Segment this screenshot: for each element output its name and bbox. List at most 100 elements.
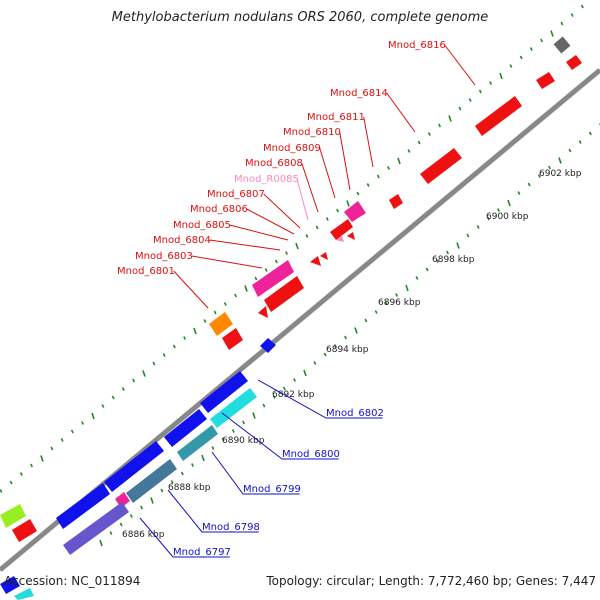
feature-mnod-6806[interactable]	[320, 252, 328, 260]
tick-mark	[448, 115, 452, 122]
label-leader-line	[229, 224, 289, 241]
feature-mnod-6799-steel[interactable]	[126, 459, 177, 503]
inner-tick-track	[99, 123, 600, 547]
reverse-gene-label[interactable]: Mnod_6798	[202, 522, 260, 533]
tick-mark	[99, 539, 103, 547]
reverse-gene-label[interactable]: Mnod_6800	[282, 449, 340, 460]
tick-mark	[425, 267, 429, 272]
tick-mark	[285, 251, 289, 255]
tick-mark	[19, 472, 23, 476]
forward-gene-label[interactable]: Mnod_6806	[190, 204, 248, 215]
forward-gene-label[interactable]: Mnod_6808	[245, 158, 303, 169]
forward-gene-label[interactable]: Mnod_6809	[263, 143, 321, 154]
tick-label: 6890 kbp	[222, 436, 265, 446]
tick-label: 6896 kbp	[378, 298, 421, 308]
tick-mark	[397, 157, 401, 165]
feature-mnod-6807[interactable]	[347, 232, 355, 240]
forward-gene-label[interactable]: Mnod_6816	[388, 40, 446, 51]
feature-mnod-6804[interactable]	[252, 260, 294, 297]
tick-mark	[456, 242, 460, 249]
feature-edge-cyan[interactable]	[14, 588, 34, 600]
label-leader-line	[363, 116, 374, 168]
forward-gene-label[interactable]: Mnod_6801	[117, 266, 175, 277]
tick-mark	[323, 352, 327, 357]
forward-gene-label[interactable]: Mnod_6807	[207, 189, 265, 200]
feature-mnod-6797[interactable]	[63, 502, 129, 555]
feature-rna-r0085[interactable]	[336, 236, 344, 242]
feature-mnod-6810[interactable]	[389, 194, 403, 209]
feature-mnod-6802[interactable]	[200, 371, 248, 413]
forward-gene-label[interactable]: Mnod_6810	[283, 127, 341, 138]
reverse-gene-label[interactable]: Mnod_6802	[326, 408, 384, 419]
tick-mark	[580, 4, 584, 9]
forward-gene-label[interactable]: Mnod_6804	[153, 235, 211, 246]
tick-mark	[313, 361, 317, 365]
feature-mnod-6815[interactable]	[536, 72, 555, 89]
feature-lime-gene[interactable]	[0, 504, 26, 528]
reverse-gene-label[interactable]: Mnod_6797	[173, 547, 231, 558]
tick-mark	[509, 64, 513, 68]
label-leader-line	[246, 208, 295, 235]
feature-mnod-6811[interactable]	[420, 148, 462, 184]
tick-mark	[435, 259, 439, 263]
tick-mark	[325, 217, 329, 221]
tick-mark	[588, 131, 592, 136]
feature-mnod-6808[interactable]	[330, 219, 353, 240]
tick-mark	[499, 72, 503, 80]
tick-mark	[568, 148, 572, 153]
forward-strand-features	[0, 36, 582, 542]
feature-mnod-6816[interactable]	[566, 55, 582, 70]
tick-mark	[170, 480, 174, 484]
tick-mark	[193, 327, 197, 335]
tick-mark	[172, 344, 176, 349]
tick-label: 6888 kbp	[168, 483, 211, 493]
feature-mnod-6798-pink[interactable]	[115, 492, 130, 508]
forward-gene-label[interactable]: Mnod_6803	[135, 251, 193, 262]
feature-gray-gene[interactable]	[553, 36, 571, 54]
tick-mark	[180, 471, 184, 476]
map-title: Methylobacterium nodulans ORS 2060, comp…	[111, 10, 489, 25]
feature-mnod-6798[interactable]	[56, 483, 110, 529]
feature-small-red-2[interactable]	[12, 519, 37, 542]
feature-mnod-6801[interactable]	[258, 306, 268, 318]
feature-mnod-6799[interactable]	[104, 441, 164, 492]
tick-mark	[244, 285, 248, 292]
tick-mark	[91, 412, 95, 420]
tick-mark	[30, 463, 34, 468]
feature-small-red-1[interactable]	[222, 328, 243, 350]
forward-gene-labels: Mnod_6816 Mnod_6814 Mnod_6811 Mnod_6810 Mnod…	[117, 40, 476, 309]
forward-gene-label[interactable]: Mnod_6811	[307, 112, 365, 123]
genome-summary-text: Topology: circular; Length: 7,772,460 bp…	[266, 574, 596, 588]
tick-mark	[476, 225, 480, 229]
forward-gene-label[interactable]: Mnod_R0085	[234, 174, 299, 185]
tick-mark	[160, 488, 164, 493]
label-leader-line	[263, 193, 301, 229]
tick-mark	[191, 463, 195, 467]
feature-mnod-6814[interactable]	[475, 96, 522, 136]
forward-gene-label[interactable]: Mnod_6805	[173, 220, 231, 231]
reverse-gene-label[interactable]: Mnod_6799	[243, 484, 301, 495]
forward-gene-label[interactable]: Mnod_6814	[330, 88, 388, 99]
feature-mnod-6801-cyan[interactable]	[210, 388, 257, 428]
tick-mark	[262, 403, 266, 408]
feature-mnod-6800-teal[interactable]	[177, 425, 218, 461]
tick-mark	[478, 89, 482, 94]
tick-mark	[558, 157, 562, 164]
feature-orange-gene[interactable]	[209, 312, 233, 336]
tick-mark	[550, 30, 554, 37]
tick-mark	[254, 276, 258, 281]
tick-mark	[466, 233, 470, 238]
feature-edge-blue[interactable]	[0, 576, 20, 594]
tick-mark	[274, 259, 278, 264]
label-leader-line	[444, 44, 476, 86]
tick-mark	[578, 140, 582, 144]
feature-mnod-6800[interactable]	[164, 409, 207, 447]
tick-mark	[121, 387, 125, 391]
tick-mark	[517, 191, 521, 195]
tick-mark	[407, 149, 411, 153]
tick-mark	[234, 293, 238, 298]
feature-mnod-6803[interactable]	[264, 276, 304, 312]
feature-mnod-6802-small[interactable]	[260, 338, 276, 353]
feature-mnod-6809[interactable]	[344, 201, 366, 222]
feature-mnod-6805[interactable]	[310, 256, 321, 266]
